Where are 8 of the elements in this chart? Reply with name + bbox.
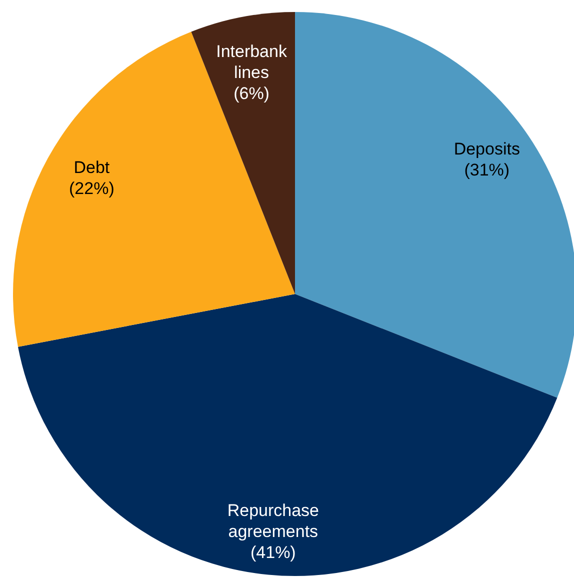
slice-label: Repurchase agreements	[227, 500, 320, 541]
data-label: (22%)	[69, 179, 114, 198]
data-label: (6%)	[234, 84, 270, 104]
slice-label: Debt	[74, 158, 110, 178]
data-label: (31%)	[464, 160, 510, 180]
slice-label: Deposits	[454, 140, 520, 159]
data-label: (41%)	[250, 542, 296, 562]
slice-label: Interbank lines	[216, 42, 288, 82]
